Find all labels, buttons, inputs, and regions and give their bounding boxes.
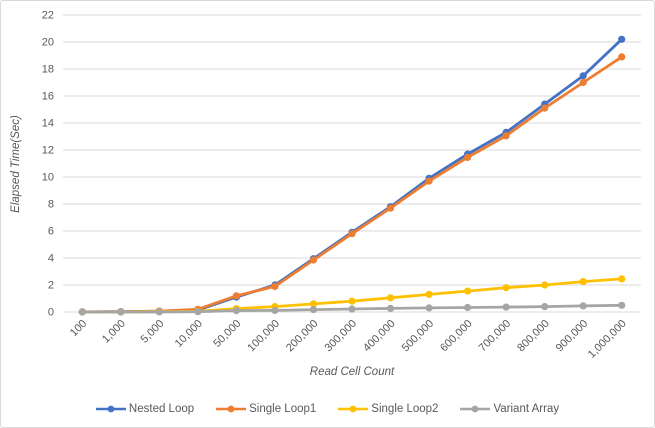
y-tick-label: 10 [42, 172, 54, 184]
data-point-variant-array [78, 308, 86, 316]
series-line-single-loop1 [80, 55, 624, 314]
x-tick-label: 200,000 [284, 318, 321, 355]
data-point-variant-array [155, 308, 163, 316]
legend-item-variant-array: Variant Array [460, 403, 559, 415]
legend-item-single-loop2: Single Loop2 [338, 403, 438, 415]
data-point-single-loop1 [232, 292, 240, 300]
x-tick-label: 5,000 [139, 318, 167, 346]
data-point-single-loop1 [386, 204, 395, 212]
legend-label: Single Loop2 [371, 403, 439, 415]
x-tick-label: 100 [68, 318, 89, 339]
legend-swatch-single-loop2 [338, 405, 369, 413]
data-point-single-loop2 [618, 275, 626, 283]
data-point-single-loop1 [348, 230, 356, 238]
x-tick-label: 800,000 [515, 318, 552, 355]
data-point-single-loop2 [541, 281, 549, 289]
data-point-single-loop1 [464, 153, 472, 161]
x-tick-label: 300,000 [323, 318, 360, 355]
data-point-variant-array [502, 303, 510, 311]
legend-label: Variant Array [493, 403, 560, 415]
data-point-single-loop1 [502, 132, 510, 140]
data-point-single-loop2 [502, 284, 510, 292]
x-tick-label: 10,000 [173, 318, 205, 350]
y-tick-label: 0 [48, 307, 54, 319]
x-tick-label: 1,000,000 [586, 318, 629, 361]
legend-item-nested-loop: Nested Loop [95, 403, 195, 415]
data-point-variant-array [309, 306, 318, 314]
data-point-single-loop2 [309, 300, 318, 308]
data-point-variant-array [464, 303, 472, 312]
data-point-nested-loop [579, 72, 587, 80]
x-axis-title: Read Cell Count [310, 366, 395, 378]
x-tick-label: 700,000 [477, 318, 514, 355]
legend-label: Nested Loop [128, 403, 195, 415]
data-point-variant-array [271, 306, 279, 314]
data-point-variant-array [386, 304, 395, 312]
data-point-single-loop2 [425, 290, 433, 298]
data-point-single-loop1 [309, 256, 318, 264]
data-point-single-loop1 [618, 53, 626, 61]
data-point-single-loop2 [579, 278, 587, 286]
y-tick-label: 18 [42, 64, 54, 76]
series-layer [78, 35, 626, 316]
y-tick-label: 14 [42, 118, 54, 130]
legend-label: Single Loop1 [249, 403, 317, 415]
y-tick-label: 4 [48, 253, 54, 265]
y-tick-label: 6 [48, 226, 54, 238]
data-point-variant-array [579, 302, 587, 310]
x-tick-label: 50,000 [211, 318, 243, 350]
legend: Nested Loop Single Loop1 Single Loop2 Varia… [1, 395, 654, 423]
y-tick-label: 22 [42, 10, 54, 22]
data-point-single-loop2 [464, 287, 472, 295]
data-point-variant-array [194, 308, 202, 316]
data-point-variant-array [618, 301, 626, 309]
y-axis-title: Elapsed Time(Sec) [10, 115, 22, 213]
x-tick-label: 400,000 [361, 318, 398, 355]
data-point-single-loop1 [425, 177, 433, 185]
data-point-single-loop2 [386, 294, 395, 302]
data-point-single-loop1 [271, 282, 279, 290]
x-tick-label: 900,000 [554, 318, 591, 355]
legend-swatch-single-loop1 [216, 405, 247, 413]
y-tick-label: 16 [42, 91, 54, 103]
x-tick-label: 1,000 [100, 318, 128, 346]
data-point-variant-array [541, 303, 549, 311]
x-tick-label: 600,000 [438, 318, 475, 355]
x-tick-label: 500,000 [400, 318, 437, 355]
y-tick-label: 20 [42, 37, 54, 49]
data-point-variant-array [348, 305, 356, 313]
x-tick-label: 100,000 [245, 318, 282, 355]
legend-swatch-nested-loop [95, 405, 126, 413]
y-tick-label: 2 [48, 280, 54, 292]
legend-swatch-variant-array [460, 405, 491, 413]
data-point-single-loop1 [541, 104, 549, 112]
y-tick-label: 8 [48, 199, 54, 211]
data-point-variant-array [425, 304, 433, 312]
data-point-nested-loop [618, 35, 626, 43]
legend-item-single-loop1: Single Loop1 [216, 403, 316, 415]
data-point-single-loop2 [348, 297, 356, 305]
y-tick-label: 12 [42, 145, 54, 157]
data-point-variant-array [232, 307, 240, 315]
data-point-variant-array [117, 308, 125, 316]
data-point-single-loop1 [579, 78, 587, 87]
x-axis-tick-labels: 100 1,000 5,000 10,000 50,000 100,000 200,000 3… [68, 318, 629, 361]
series-line-nested-loop [80, 37, 624, 314]
y-axis-tick-labels: 0 2 4 6 8 10 12 14 16 18 20 22 [42, 10, 54, 319]
gridlines [63, 14, 641, 313]
